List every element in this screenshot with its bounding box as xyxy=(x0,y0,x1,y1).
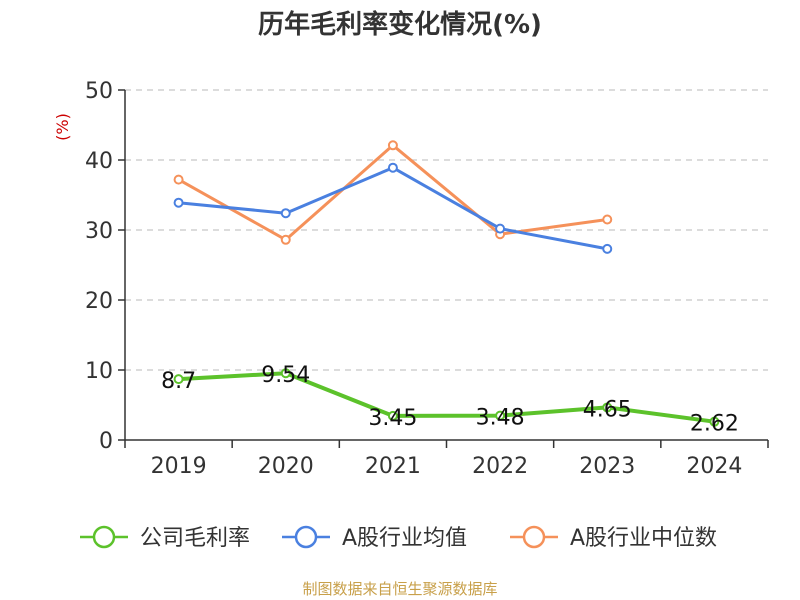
series-line-0 xyxy=(176,371,717,424)
data-point-s1-2019 xyxy=(173,197,184,208)
data-point-s0-2020 xyxy=(280,368,291,379)
legend-swatch-marker-1 xyxy=(294,525,318,549)
data-point-s0-2022 xyxy=(495,410,506,421)
data-point-s2-2021 xyxy=(387,140,398,151)
legend-item-0[interactable]: 公司毛利率 xyxy=(80,525,250,551)
data-point-s2-2023 xyxy=(602,214,613,225)
data-label-2024: 2.62 xyxy=(690,412,739,437)
x-tick-label-2024: 2024 xyxy=(686,454,742,479)
data-label-2019: 8.7 xyxy=(161,369,196,394)
chart-title: 历年毛利率变化情况(%) xyxy=(258,9,542,40)
legend-item-2[interactable]: A股行业中位数 xyxy=(510,525,717,551)
y-tick-label-20: 20 xyxy=(85,289,113,314)
x-tick-label-2021: 2021 xyxy=(365,454,421,479)
y-tick-label-0: 0 xyxy=(99,429,113,454)
data-label-2021: 3.45 xyxy=(368,406,417,431)
y-tick-label-10: 10 xyxy=(85,359,113,384)
data-point-s0-2023 xyxy=(602,402,613,413)
data-labels: 8.7 9.54 3.45 3.48 4.65 2.62 xyxy=(161,363,739,436)
axes: 0 10 20 30 40 50 2019 2020 2021 2022 2023 2024 xyxy=(85,79,769,479)
source-note: 制图数据来自恒生聚源数据库 xyxy=(302,580,497,598)
data-point-s1-2021 xyxy=(387,162,398,173)
series-group xyxy=(173,140,720,427)
x-tick-label-2019: 2019 xyxy=(151,454,207,479)
legend-swatch-marker-2 xyxy=(522,525,546,549)
y-tick-label-50: 50 xyxy=(85,79,113,104)
series-line-1 xyxy=(177,166,609,251)
data-point-s2-2020 xyxy=(280,234,291,245)
data-point-s1-2022 xyxy=(495,223,506,234)
y-tick-label-40: 40 xyxy=(85,149,113,174)
y-axis-unit: (%) xyxy=(53,113,72,141)
legend-swatch-marker-0 xyxy=(92,525,116,549)
x-tick-label-2023: 2023 xyxy=(579,454,635,479)
legend-label-1: A股行业均值 xyxy=(342,526,467,551)
data-point-s0-2024 xyxy=(709,416,720,427)
data-label-2020: 9.54 xyxy=(261,363,310,388)
x-tick-label-2020: 2020 xyxy=(258,454,314,479)
data-label-2023: 4.65 xyxy=(583,397,632,422)
grid-lines xyxy=(125,89,768,371)
legend-label-0: 公司毛利率 xyxy=(140,526,250,551)
legend-item-1[interactable]: A股行业均值 xyxy=(282,525,467,551)
y-tick-label-30: 30 xyxy=(85,219,113,244)
data-point-s0-2021 xyxy=(387,410,398,421)
legend-label-2: A股行业中位数 xyxy=(570,526,717,551)
data-point-s1-2023 xyxy=(602,243,613,254)
data-point-s1-2020 xyxy=(280,208,291,219)
x-tick-label-2022: 2022 xyxy=(472,454,528,479)
legend: 公司毛利率 A股行业均值 A股行业中位数 xyxy=(80,525,717,551)
data-label-2022: 3.48 xyxy=(476,406,525,431)
data-point-s0-2019 xyxy=(173,374,184,385)
data-point-s2-2019 xyxy=(173,174,184,185)
